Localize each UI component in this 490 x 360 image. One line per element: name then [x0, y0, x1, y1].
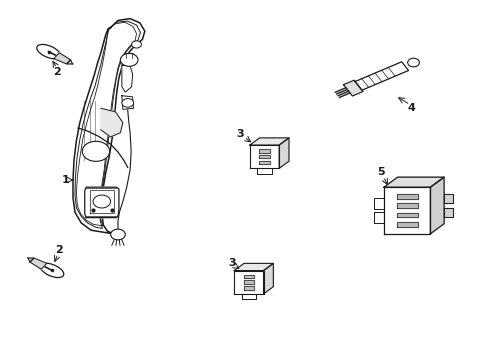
Polygon shape [85, 187, 119, 218]
Polygon shape [67, 60, 73, 64]
Polygon shape [430, 177, 444, 234]
Circle shape [111, 229, 125, 240]
Circle shape [122, 99, 134, 107]
Polygon shape [257, 168, 272, 174]
Circle shape [121, 53, 138, 66]
Text: 2: 2 [55, 245, 63, 255]
Text: 2: 2 [53, 67, 61, 77]
Polygon shape [122, 65, 133, 92]
Polygon shape [234, 264, 273, 271]
Polygon shape [374, 212, 384, 223]
Polygon shape [397, 213, 417, 217]
Polygon shape [73, 19, 145, 234]
Polygon shape [384, 187, 430, 234]
Polygon shape [259, 155, 270, 158]
Polygon shape [343, 80, 363, 96]
Polygon shape [30, 258, 47, 269]
Polygon shape [444, 194, 453, 203]
Polygon shape [397, 222, 417, 227]
Polygon shape [264, 264, 273, 294]
Polygon shape [244, 275, 254, 278]
Polygon shape [374, 198, 384, 209]
Polygon shape [28, 258, 34, 262]
Polygon shape [244, 286, 254, 290]
Circle shape [132, 41, 142, 48]
Polygon shape [397, 203, 417, 208]
Polygon shape [54, 53, 71, 64]
Polygon shape [244, 280, 254, 284]
Polygon shape [259, 161, 270, 164]
Text: 1: 1 [61, 175, 69, 185]
Polygon shape [101, 108, 123, 137]
Polygon shape [355, 62, 409, 90]
Polygon shape [279, 138, 289, 168]
Circle shape [408, 58, 419, 67]
Text: 5: 5 [377, 167, 385, 177]
Polygon shape [384, 177, 444, 187]
Polygon shape [259, 149, 270, 153]
Ellipse shape [40, 263, 64, 278]
Polygon shape [444, 208, 453, 217]
Polygon shape [397, 194, 417, 199]
Text: 4: 4 [407, 103, 415, 113]
Ellipse shape [37, 44, 60, 59]
Polygon shape [242, 294, 256, 299]
Polygon shape [122, 96, 134, 109]
Polygon shape [250, 138, 289, 145]
Text: 3: 3 [236, 129, 244, 139]
Polygon shape [234, 271, 264, 294]
Circle shape [82, 141, 110, 161]
Text: 3: 3 [228, 258, 236, 268]
Circle shape [93, 195, 111, 208]
Polygon shape [250, 145, 279, 168]
